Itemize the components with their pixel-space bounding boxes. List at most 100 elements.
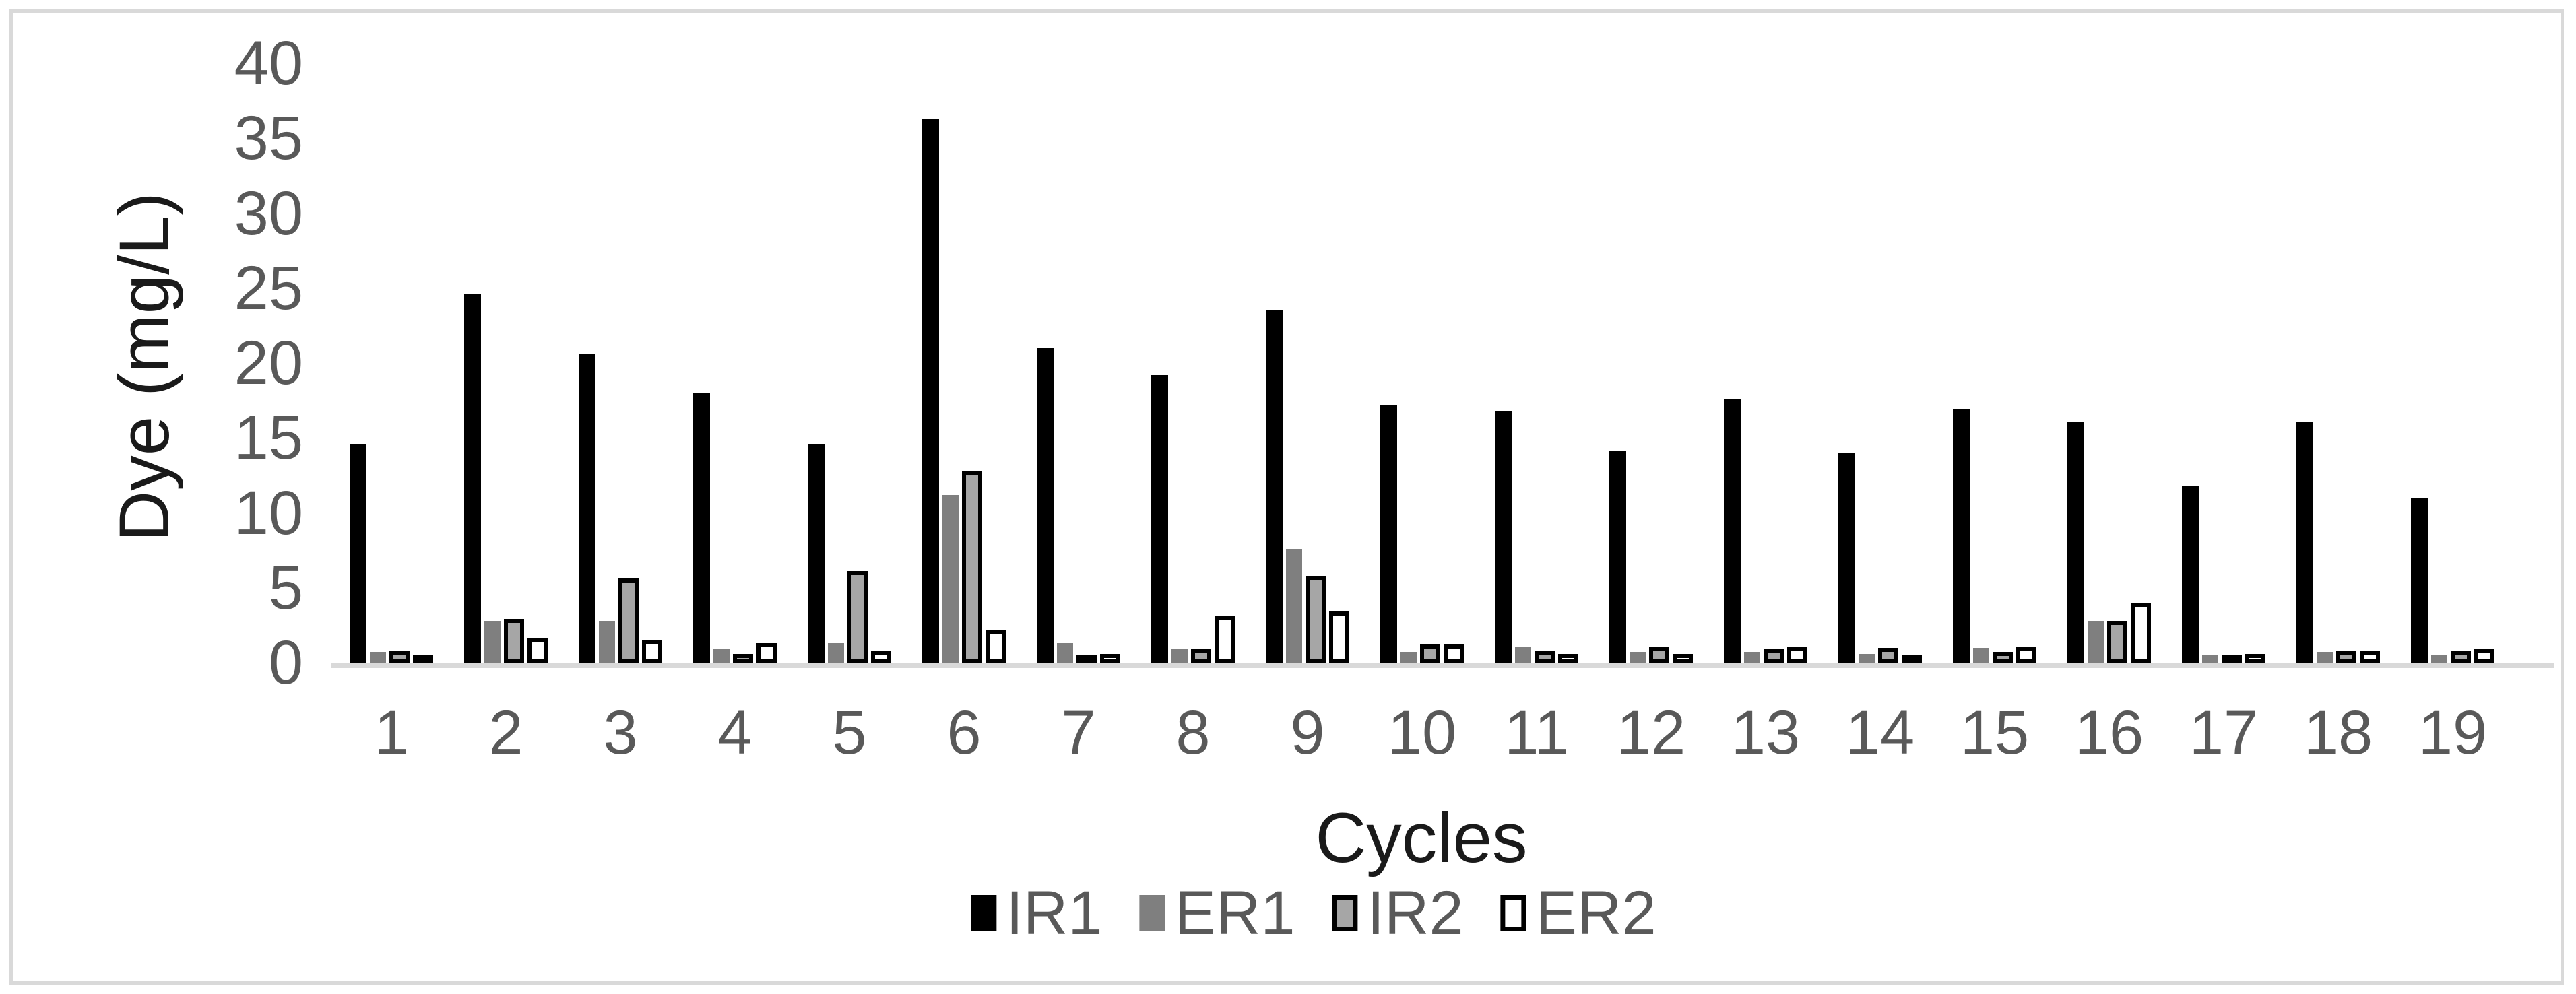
bar-er2-cycle-19 — [2474, 649, 2494, 663]
bar-er1-cycle-9 — [1285, 548, 1303, 663]
bar-ir1-cycle-3 — [579, 354, 595, 663]
bar-ir2-cycle-14 — [1878, 647, 1899, 663]
legend-item-ir2: IR2 — [1332, 882, 1464, 944]
x-tick-label: 11 — [1504, 698, 1569, 767]
x-tick-label: 4 — [717, 698, 752, 767]
bar-ir2-cycle-15 — [1993, 652, 2014, 663]
bar-er2-cycle-2 — [527, 638, 548, 663]
bar-cluster-8 — [1151, 374, 1235, 663]
bar-cluster-18 — [2296, 421, 2380, 663]
bar-er1-cycle-5 — [827, 643, 845, 663]
y-tick-label: 40 — [234, 29, 303, 98]
bar-er1-cycle-19 — [2430, 655, 2448, 663]
bar-ir1-cycle-9 — [1266, 310, 1283, 663]
x-axis-title: Cycles — [1315, 799, 1528, 877]
bar-er1-cycle-7 — [1056, 643, 1074, 663]
bar-er1-cycle-13 — [1743, 652, 1761, 663]
y-tick-label: 0 — [268, 628, 303, 697]
bar-er2-cycle-16 — [2131, 603, 2151, 663]
bar-er2-cycle-18 — [2360, 651, 2380, 663]
bar-ir2-cycle-13 — [1764, 649, 1784, 663]
bar-cluster-19 — [2411, 498, 2494, 663]
chart-frame — [9, 9, 2564, 985]
bar-er2-cycle-1 — [413, 655, 433, 663]
x-tick-label: 3 — [603, 698, 638, 767]
legend-label: IR1 — [1006, 879, 1103, 948]
bar-er2-cycle-15 — [2016, 646, 2036, 663]
bar-er2-cycle-4 — [756, 643, 777, 663]
bar-cluster-2 — [464, 294, 548, 663]
x-tick-label: 15 — [1960, 698, 2030, 767]
bar-cluster-7 — [1037, 347, 1120, 663]
bar-er1-cycle-14 — [1858, 653, 1875, 663]
bar-cluster-11 — [1495, 411, 1578, 663]
bar-er2-cycle-17 — [2245, 653, 2265, 663]
bar-er1-cycle-6 — [942, 494, 959, 663]
x-tick-label: 6 — [946, 698, 981, 767]
bar-ir2-cycle-12 — [1649, 646, 1670, 663]
y-tick-label: 15 — [234, 403, 303, 473]
bar-ir1-cycle-7 — [1037, 347, 1054, 663]
bar-er2-cycle-13 — [1787, 646, 1807, 663]
bar-ir2-cycle-17 — [2222, 655, 2243, 663]
bar-ir2-cycle-9 — [1306, 575, 1326, 663]
bar-ir1-cycle-2 — [464, 294, 481, 663]
bar-er1-cycle-4 — [713, 649, 730, 663]
x-tick-label: 10 — [1387, 698, 1457, 767]
bar-cluster-4 — [693, 393, 777, 663]
x-tick-label: 2 — [488, 698, 523, 767]
bar-er1-cycle-8 — [1171, 649, 1188, 663]
legend-item-er1: ER1 — [1139, 882, 1295, 944]
bar-cluster-10 — [1380, 405, 1464, 663]
bar-er2-cycle-5 — [871, 651, 891, 663]
bar-ir2-cycle-8 — [1191, 649, 1212, 663]
x-tick-label: 1 — [374, 698, 409, 767]
bar-er2-cycle-3 — [642, 640, 662, 663]
x-tick-label: 16 — [2074, 698, 2144, 767]
bar-cluster-15 — [1953, 409, 2036, 663]
y-tick-label: 10 — [234, 478, 303, 548]
bar-ir2-cycle-7 — [1076, 655, 1097, 663]
bar-ir1-cycle-4 — [693, 393, 710, 663]
bar-ir2-cycle-19 — [2451, 651, 2472, 663]
x-tick-label: 5 — [832, 698, 867, 767]
bar-ir1-cycle-10 — [1380, 405, 1397, 663]
legend-swatch-ir2 — [1332, 895, 1358, 931]
bar-ir1-cycle-1 — [350, 444, 366, 663]
bar-ir2-cycle-6 — [962, 471, 983, 663]
bar-ir1-cycle-6 — [922, 119, 939, 663]
bar-er1-cycle-15 — [1972, 647, 1990, 663]
x-tick-label: 17 — [2189, 698, 2259, 767]
bar-er2-cycle-9 — [1329, 611, 1349, 663]
x-axis-line — [331, 663, 2554, 668]
bar-cluster-1 — [350, 444, 433, 663]
x-tick-label: 7 — [1061, 698, 1096, 767]
bar-cluster-9 — [1266, 310, 1349, 663]
bar-cluster-16 — [2067, 421, 2151, 663]
y-tick-label: 5 — [268, 553, 303, 622]
legend-label: IR2 — [1367, 879, 1464, 948]
bar-ir1-cycle-14 — [1838, 453, 1855, 663]
legend-item-er2: ER2 — [1500, 879, 1656, 948]
bar-er2-cycle-10 — [1444, 644, 1464, 663]
bar-cluster-14 — [1838, 453, 1922, 663]
bar-er2-cycle-6 — [986, 630, 1006, 663]
x-tick-label: 13 — [1731, 698, 1801, 767]
bar-er1-cycle-10 — [1400, 652, 1417, 663]
y-tick-label: 25 — [234, 253, 303, 323]
y-axis-title: Dye (mg/L) — [105, 192, 184, 542]
x-tick-label: 12 — [1616, 698, 1686, 767]
bar-cluster-17 — [2182, 486, 2265, 663]
legend-item-ir1: IR1 — [971, 879, 1103, 948]
bar-ir1-cycle-12 — [1609, 451, 1626, 663]
bar-ir2-cycle-18 — [2336, 651, 2357, 663]
bar-ir2-cycle-16 — [2107, 620, 2128, 663]
bar-cluster-13 — [1724, 399, 1807, 663]
bar-cluster-6 — [922, 119, 1006, 663]
legend-label: ER2 — [1535, 879, 1656, 948]
x-tick-label: 14 — [1845, 698, 1915, 767]
legend-swatch-er1 — [1139, 895, 1165, 931]
bar-ir2-cycle-3 — [618, 578, 639, 663]
bar-cluster-5 — [808, 444, 891, 663]
